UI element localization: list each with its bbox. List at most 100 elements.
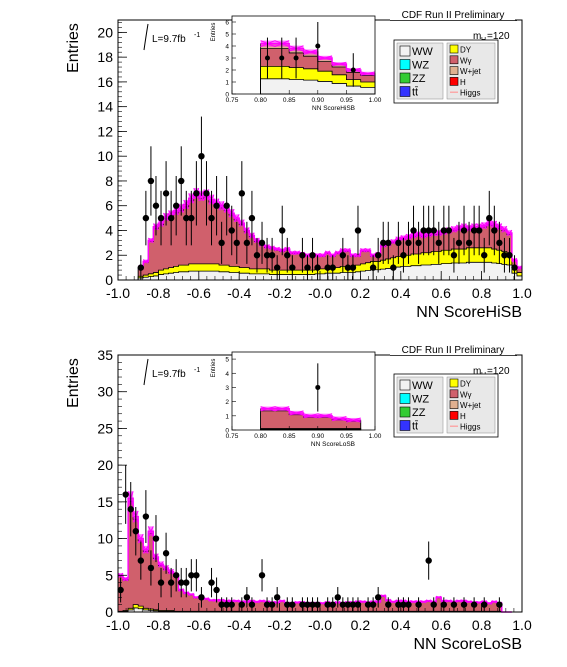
- top-inset-y-tick-label: 0: [225, 92, 229, 99]
- bottom-y-tick-label: 20: [97, 457, 113, 473]
- top-data-point: [420, 227, 427, 234]
- bottom-y-tick-label: 25: [97, 420, 113, 436]
- top-x-tick-label: -0.2: [268, 285, 292, 301]
- top-data-point: [506, 252, 513, 259]
- top-x-tick-label: -0.4: [227, 285, 251, 301]
- bottom-data-point: [450, 601, 458, 608]
- top-data-point: [142, 214, 150, 222]
- bottom-data-point: [167, 579, 175, 586]
- top-data-point: [329, 264, 336, 271]
- top-y-tick-label: 6: [105, 198, 113, 214]
- top-data-point: [172, 202, 180, 209]
- top-data-point: [284, 252, 291, 259]
- top-data-point: [314, 264, 321, 271]
- top-data-point: [193, 190, 200, 197]
- bottom-inset-y-tick-label: 2: [225, 399, 229, 406]
- bottom-x-tick-label: -1.0: [106, 617, 130, 633]
- bottom-data-point: [228, 601, 235, 608]
- top-data-point: [415, 239, 422, 247]
- top-x-axis-title: NN ScoreHiSB: [416, 304, 522, 321]
- bottom-x-axis-title: NN ScoreLoSB: [414, 636, 523, 653]
- top-data-point: [273, 264, 281, 271]
- bottom-inset-data-point: [315, 384, 321, 390]
- top-data-point: [496, 239, 503, 247]
- legend-entry-label: ZZ: [412, 407, 426, 419]
- legend-swatch: [449, 400, 459, 409]
- bottom-data-point: [460, 601, 468, 608]
- bottom-data-point: [213, 586, 220, 594]
- legend-swatch: [449, 411, 459, 420]
- top-title-bg: [390, 8, 515, 21]
- bottom-data-point: [329, 601, 336, 608]
- top-data-point: [445, 227, 453, 234]
- bottom-data-point: [349, 601, 357, 608]
- top-inset-y-tick-label: 1: [225, 80, 229, 87]
- top-x-tick-label: -1.0: [106, 285, 130, 301]
- top-inset-y-tick-label: 4: [225, 44, 229, 51]
- bottom-inset-x-tick-label: 0.80: [254, 433, 267, 440]
- top-data-point: [162, 190, 170, 197]
- top-data-point: [501, 252, 508, 259]
- top-data-point: [188, 214, 195, 222]
- bottom-x-tick-label: -0.8: [146, 617, 170, 633]
- top-x-tick-label: -0.8: [146, 285, 170, 301]
- top-data-point: [299, 252, 306, 259]
- top-data-point: [157, 214, 165, 222]
- top-inset-frame: [231, 15, 376, 95]
- top-inset: 0 1 2 3 4 5 6 0.75 0.80 0.85 0.90 0.95 1.00 NN ScoreH…: [211, 15, 382, 112]
- top-inset-x-tick-label: 0.95: [340, 97, 353, 104]
- bottom-data-point: [289, 601, 296, 608]
- top-data-point: [228, 227, 235, 234]
- top-data-point: [491, 227, 498, 234]
- bottom-data-point: [425, 557, 432, 564]
- top-data-point: [218, 239, 225, 247]
- bottom-lumi-label: L=9.7fb: [152, 369, 186, 380]
- legend-swatch: [449, 66, 459, 75]
- legend-entry-label: DY: [460, 380, 472, 389]
- bottom-y-tick-label: 15: [97, 494, 113, 510]
- bottom-y-tick-label: 10: [97, 531, 113, 547]
- bottom-data-point: [218, 601, 225, 608]
- bottom-data-point: [385, 601, 392, 608]
- top-data-point: [390, 264, 397, 271]
- bottom-wgamma-area: [117, 501, 512, 613]
- bottom-x-tick-label: 0.4: [391, 617, 411, 633]
- bottom-data-point: [430, 601, 437, 608]
- top-data-point: [354, 227, 362, 234]
- legend-entry-label: WZ: [412, 394, 429, 406]
- bottom-data-point: [263, 601, 271, 608]
- top-data-point: [208, 214, 215, 222]
- bottom-data-point: [198, 594, 205, 601]
- bottom-data-point: [238, 601, 246, 608]
- top-data-point: [324, 264, 331, 271]
- top-data-point: [309, 252, 316, 259]
- bottom-inset-x-tick-label: 0.90: [311, 433, 324, 440]
- legend-swatch: [399, 45, 411, 57]
- bottom-data-point: [268, 601, 276, 608]
- top-inset-y-tick-label: 5: [225, 32, 229, 39]
- top-inset-y-tick-label: 6: [225, 20, 229, 27]
- bottom-data-point: [273, 594, 281, 601]
- bottom-x-tick-label: -0.4: [227, 617, 251, 633]
- top-x-tick-label: -0.6: [187, 285, 211, 301]
- bottom-data-point: [364, 601, 372, 608]
- top-data-point: [167, 214, 175, 222]
- legend-entry-label: tt̄: [412, 86, 418, 98]
- top-inset-x-title: NN ScoreHiSB: [312, 105, 355, 112]
- bottom-inset-total-line: [260, 408, 361, 421]
- bottom-x-tick-label: 0.2: [351, 617, 371, 633]
- legend-swatch: [399, 420, 411, 431]
- legend-swatch: [449, 55, 459, 65]
- bottom-y-axis-title: Entries: [65, 358, 82, 408]
- legend-entry-label: tt̄: [412, 420, 418, 432]
- top-inset-data-point: [315, 43, 321, 49]
- bottom-lumi-superscript: -1: [194, 367, 200, 374]
- bottom-data-point: [481, 601, 488, 608]
- top-data-point: [481, 252, 488, 259]
- bottom-x-tick-label: 0.6: [431, 617, 451, 633]
- top-y-tick-label: 8: [105, 173, 113, 189]
- top-data-point: [178, 177, 185, 185]
- top-inset-data-point: [264, 55, 270, 61]
- bottom-data-point: [258, 572, 266, 579]
